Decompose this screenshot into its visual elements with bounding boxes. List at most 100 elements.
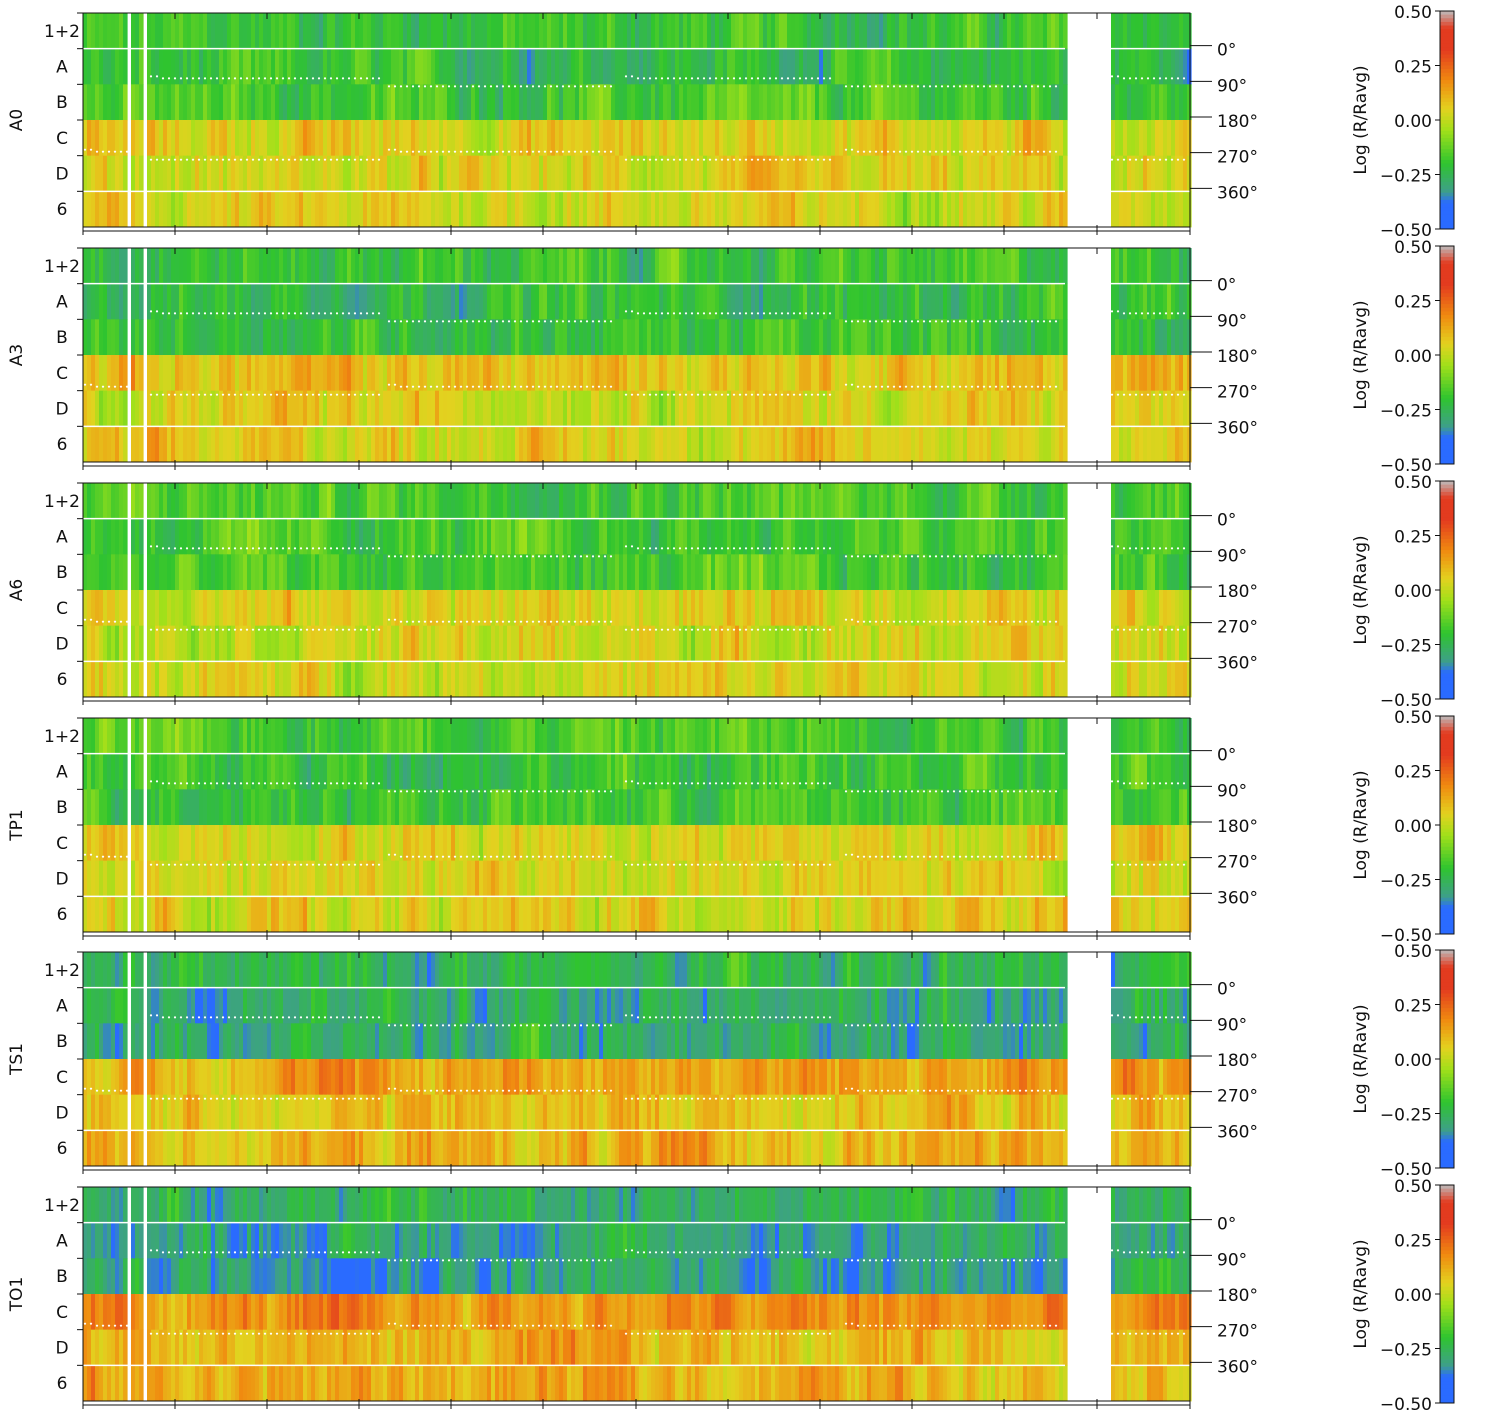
trajectory-point <box>702 158 706 161</box>
heatmap-cell <box>455 554 460 591</box>
heatmap-cell <box>975 48 980 85</box>
heatmap-cell <box>1051 48 1056 85</box>
heatmap-cell <box>315 518 320 555</box>
heatmap-cell <box>607 319 612 356</box>
heatmap-cell <box>747 120 752 157</box>
heatmap-cell <box>523 319 528 356</box>
heatmap-cell <box>179 84 184 121</box>
trajectory-point <box>952 385 956 388</box>
heatmap-cell <box>347 426 352 463</box>
heatmap-cell <box>311 590 316 627</box>
heatmap-cell <box>199 319 204 356</box>
trajectory-point <box>940 150 944 153</box>
heatmap-cell <box>915 191 920 228</box>
heatmap-cell <box>347 390 352 427</box>
heatmap-cell <box>1163 518 1168 555</box>
colorbar-step <box>1440 394 1454 400</box>
heatmap-cell <box>203 48 208 85</box>
heatmap-cell <box>323 426 328 463</box>
heatmap-cell <box>1035 518 1040 555</box>
heatmap-cell <box>447 390 452 427</box>
trajectory-point <box>597 85 601 88</box>
heatmap-cell <box>371 554 376 591</box>
heatmap-cell <box>511 248 516 285</box>
heatmap-cell <box>139 120 144 157</box>
heatmap-cell <box>155 283 160 320</box>
heatmap-cell <box>747 390 752 427</box>
heatmap-cell <box>1015 283 1020 320</box>
heatmap-cell <box>655 355 660 392</box>
heatmap-cell <box>667 191 672 228</box>
heatmap-cell <box>859 48 864 85</box>
heatmap-cell <box>819 283 824 320</box>
heatmap-cell <box>319 283 324 320</box>
heatmap-cell <box>1063 248 1068 285</box>
heatmap-cell <box>1179 283 1184 320</box>
colorbar-step <box>1440 76 1454 81</box>
heatmap-cell <box>1151 120 1156 157</box>
heatmap-cell <box>331 483 336 520</box>
heatmap-cell <box>487 120 492 157</box>
heatmap-cell <box>891 84 896 121</box>
trajectory-point <box>1134 77 1138 80</box>
heatmap-cell <box>1003 355 1008 392</box>
heatmap-cell <box>507 191 512 228</box>
trajectory-point <box>585 385 589 388</box>
heatmap-cell <box>895 248 900 285</box>
heatmap-cell <box>895 155 900 192</box>
heatmap-cell <box>139 483 144 520</box>
heatmap-cell <box>975 13 980 50</box>
heatmap-cell <box>783 355 788 392</box>
heatmap-cell <box>251 84 256 121</box>
trajectory-point <box>209 393 213 396</box>
heatmap-cell <box>563 283 568 320</box>
trajectory-point <box>597 150 601 153</box>
heatmap-cell <box>403 120 408 157</box>
heatmap-cell <box>755 390 760 427</box>
heatmap-cell <box>507 13 512 50</box>
heatmap-cell <box>743 248 748 285</box>
heatmap-cell <box>587 155 592 192</box>
heatmap-cell <box>831 426 836 463</box>
heatmap-cell <box>115 518 120 555</box>
heatmap-cell <box>995 283 1000 320</box>
heatmap-cell <box>371 48 376 85</box>
heatmap-cell <box>611 248 616 285</box>
heatmap-cell <box>819 248 824 285</box>
heatmap-cell <box>863 120 868 157</box>
trajectory-point <box>798 312 802 315</box>
trajectory-point <box>970 385 974 388</box>
heatmap-cell <box>471 13 476 50</box>
heatmap-cell <box>859 319 864 356</box>
heatmap-cell <box>815 13 820 50</box>
heatmap-cell <box>663 554 668 591</box>
heatmap-cell <box>643 191 648 228</box>
heatmap-cell <box>355 283 360 320</box>
heatmap-cell <box>551 248 556 285</box>
heatmap-cell <box>515 355 520 392</box>
heatmap-cell <box>907 355 912 392</box>
heatmap-cell <box>675 248 680 285</box>
trajectory-point <box>365 158 369 161</box>
heatmap-cell <box>839 155 844 192</box>
heatmap-cell <box>623 48 628 85</box>
heatmap-cell <box>271 319 276 356</box>
heatmap-cell <box>763 120 768 157</box>
heatmap-cell <box>843 390 848 427</box>
heatmap-cell <box>811 13 816 50</box>
heatmap-cell <box>811 390 816 427</box>
heatmap-cell <box>211 483 216 520</box>
heatmap-cell <box>811 120 816 157</box>
heatmap-cell <box>195 120 200 157</box>
heatmap-cell <box>519 518 524 555</box>
heatmap-cell <box>91 248 96 285</box>
trajectory-point <box>672 77 676 80</box>
heatmap-cell <box>859 483 864 520</box>
heatmap-cell <box>395 155 400 192</box>
heatmap-cell <box>107 191 112 228</box>
heatmap-cell <box>743 426 748 463</box>
heatmap-cell <box>947 554 952 591</box>
heatmap-cell <box>371 355 376 392</box>
heatmap-cell <box>855 554 860 591</box>
heatmap-cell <box>1059 120 1064 157</box>
